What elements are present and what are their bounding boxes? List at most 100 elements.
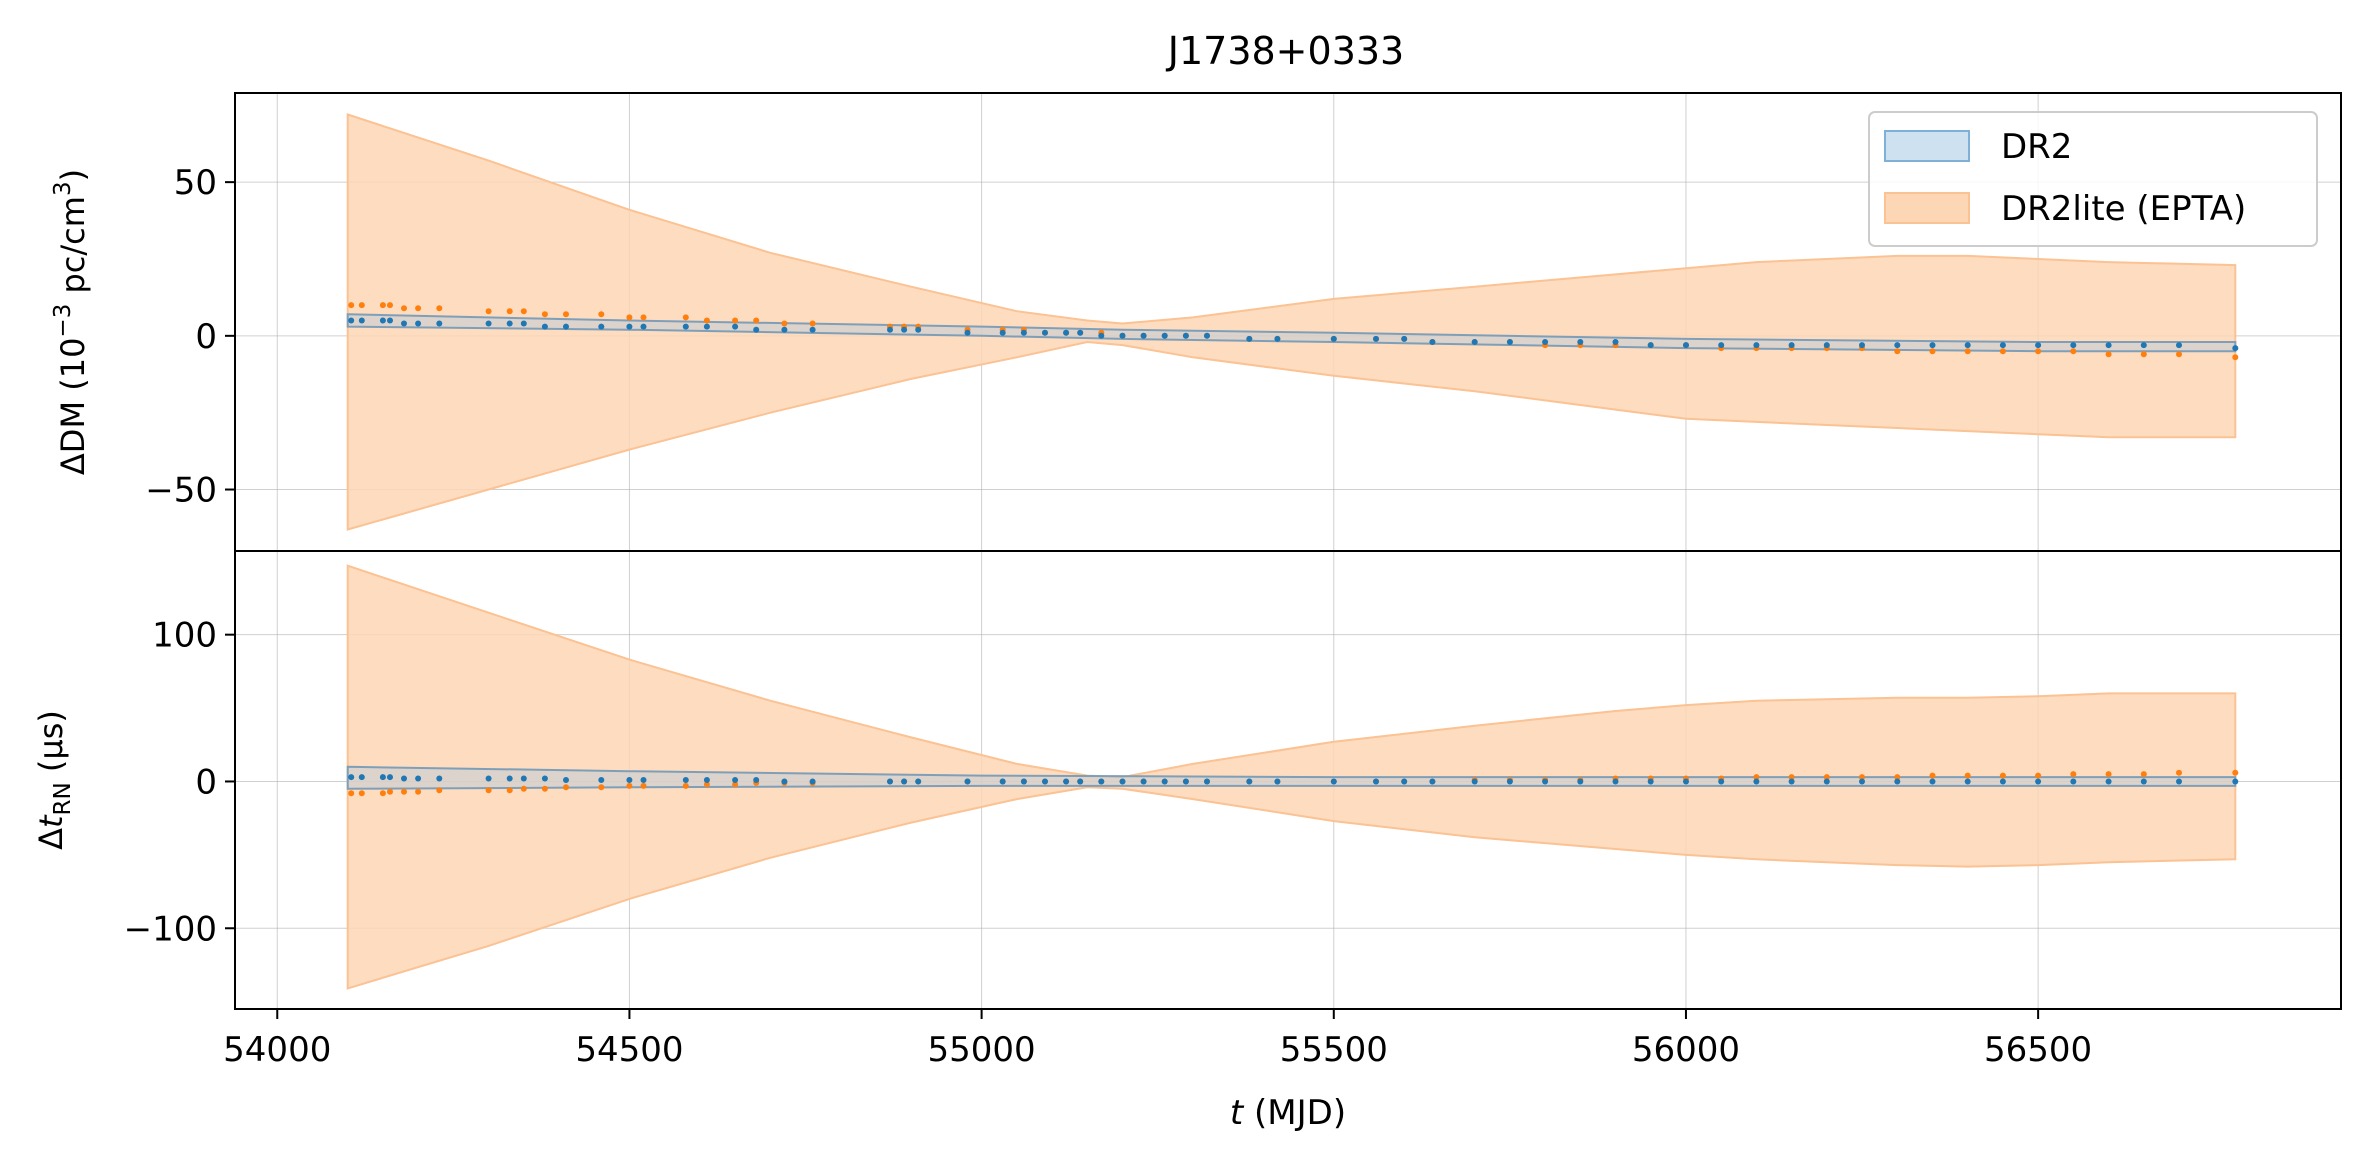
point-rn-dr2-52 — [1823, 778, 1830, 785]
point-dm-dr2-26 — [1020, 329, 1027, 336]
point-rn-dr2-18 — [753, 777, 760, 783]
point-rn-dr2lite-63 — [2232, 769, 2239, 776]
point-dm-dr2-62 — [2176, 342, 2182, 349]
point-rn-dr2-26 — [1020, 778, 1027, 785]
point-dm-dr2-20 — [809, 326, 816, 333]
point-rn-dr2-25 — [999, 778, 1006, 785]
point-rn-dr2lite-5 — [415, 788, 422, 795]
point-rn-dr2lite-59 — [2070, 771, 2077, 778]
x-axis-label-t: t — [1230, 1093, 1245, 1133]
point-rn-dr2-47 — [1647, 778, 1654, 785]
point-dm-dr2-37 — [1274, 335, 1281, 342]
point-rn-dr2-53 — [1859, 778, 1865, 785]
point-rn-dr2-49 — [1718, 778, 1725, 785]
point-rn-dr2-15 — [682, 777, 689, 783]
point-dm-dr2-29 — [1077, 329, 1084, 336]
point-dm-dr2-15 — [682, 323, 689, 330]
point-rn-dr2-5 — [415, 775, 422, 782]
point-dm-dr2-5 — [415, 320, 422, 327]
point-dm-dr2-18 — [753, 326, 760, 333]
panel-dm: −50 0 50 ΔDM (10−3 pc/cm3) DR2 DR2lite (EP… — [50, 92, 2342, 552]
xtick-label-0: 54000 — [223, 1030, 331, 1070]
point-rn-dr2-43 — [1506, 778, 1513, 785]
point-rn-dr2-44 — [1542, 778, 1549, 785]
point-rn-dr2lite-60 — [2105, 771, 2112, 778]
point-rn-dr2lite-6 — [436, 787, 443, 794]
point-dm-dr2-24 — [964, 329, 971, 336]
yticks-rn: −100 0 100 — [124, 616, 235, 949]
point-rn-dr2-6 — [436, 775, 443, 782]
ylabel-rn-rest: (μs) — [32, 710, 70, 782]
point-dm-dr2lite-17 — [732, 317, 739, 324]
point-dm-dr2-52 — [1823, 342, 1830, 349]
bands-rn — [346, 564, 2237, 990]
point-dm-dr2lite-0 — [348, 302, 355, 309]
point-rn-dr2-58 — [2035, 778, 2042, 785]
point-rn-dr2lite-11 — [563, 784, 569, 791]
point-rn-dr2lite-10 — [541, 785, 548, 792]
point-rn-dr2-29 — [1077, 778, 1084, 785]
point-dm-dr2-43 — [1506, 339, 1513, 345]
point-dm-dr2-44 — [1542, 339, 1549, 345]
point-dm-dr2-3 — [387, 317, 393, 324]
point-rn-dr2-63 — [2232, 778, 2239, 785]
point-rn-dr2-55 — [1929, 778, 1936, 785]
point-rn-dr2-39 — [1373, 778, 1379, 785]
point-dm-dr2-63 — [2232, 345, 2239, 352]
point-dm-dr2-40 — [1401, 335, 1408, 342]
point-dm-dr2lite-8 — [506, 308, 513, 315]
xticks: 54000 54500 55000 55500 56000 56500 — [223, 1009, 2092, 1070]
point-dm-dr2lite-9 — [520, 308, 527, 315]
legend-swatch-dr2 — [1884, 130, 1970, 162]
ylabel-dm: ΔDM (10−3 pc/cm3) — [50, 169, 92, 475]
point-rn-dr2-8 — [506, 775, 513, 782]
point-dm-dr2-11 — [563, 323, 569, 330]
xtick-label-2: 55000 — [928, 1030, 1036, 1070]
point-dm-dr2-55 — [1929, 342, 1936, 349]
point-dm-dr2lite-13 — [626, 314, 633, 321]
point-dm-dr2-42 — [1471, 339, 1478, 345]
point-rn-dr2-19 — [781, 778, 788, 785]
point-rn-dr2-57 — [1999, 778, 2006, 785]
chart-title: J1738+0333 — [1166, 29, 1404, 73]
point-rn-dr2lite-2 — [379, 790, 386, 797]
point-dm-dr2-17 — [732, 323, 739, 330]
point-dm-dr2-1 — [358, 317, 365, 324]
point-dm-dr2-2 — [379, 317, 386, 324]
point-rn-dr2-4 — [401, 775, 407, 782]
band-dm-dr2 — [346, 313, 2237, 353]
point-rn-dr2-1 — [358, 774, 365, 781]
point-rn-dr2-33 — [1161, 778, 1168, 785]
point-dm-dr2-58 — [2035, 342, 2042, 349]
point-dm-dr2-50 — [1753, 342, 1760, 349]
point-rn-dr2-21 — [887, 778, 893, 785]
point-rn-dr2-14 — [640, 777, 647, 783]
point-rn-dr2lite-13 — [626, 782, 633, 789]
point-dm-dr2lite-10 — [541, 311, 548, 318]
point-rn-dr2-16 — [703, 777, 710, 783]
point-rn-dr2-42 — [1471, 778, 1478, 785]
point-dm-dr2-12 — [598, 323, 605, 330]
point-rn-dr2lite-50 — [1753, 774, 1760, 781]
point-dm-dr2-48 — [1683, 342, 1689, 349]
point-rn-dr2lite-0 — [348, 790, 355, 797]
legend-swatch-dr2lite — [1884, 192, 1970, 224]
point-rn-dr2-10 — [541, 775, 548, 782]
point-rn-dr2-60 — [2105, 778, 2112, 785]
point-dm-dr2lite-15 — [682, 314, 689, 321]
point-rn-dr2-59 — [2070, 778, 2077, 785]
point-dm-dr2-16 — [703, 323, 710, 330]
point-dm-dr2-14 — [640, 323, 647, 330]
point-rn-dr2lite-3 — [387, 788, 393, 795]
point-rn-dr2-51 — [1788, 778, 1795, 785]
point-dm-dr2-32 — [1140, 332, 1147, 339]
ylabel-dm-exp1: −3 — [50, 304, 76, 338]
point-rn-dr2lite-16 — [703, 781, 710, 788]
ylabel-dm-text: ΔDM (10 — [54, 338, 92, 476]
point-rn-dr2-7 — [485, 775, 492, 782]
point-rn-dr2-48 — [1683, 778, 1689, 785]
point-dm-dr2-49 — [1718, 342, 1725, 349]
ytick-label-rn-0: −100 — [124, 909, 217, 949]
point-dm-dr2lite-4 — [401, 305, 407, 312]
